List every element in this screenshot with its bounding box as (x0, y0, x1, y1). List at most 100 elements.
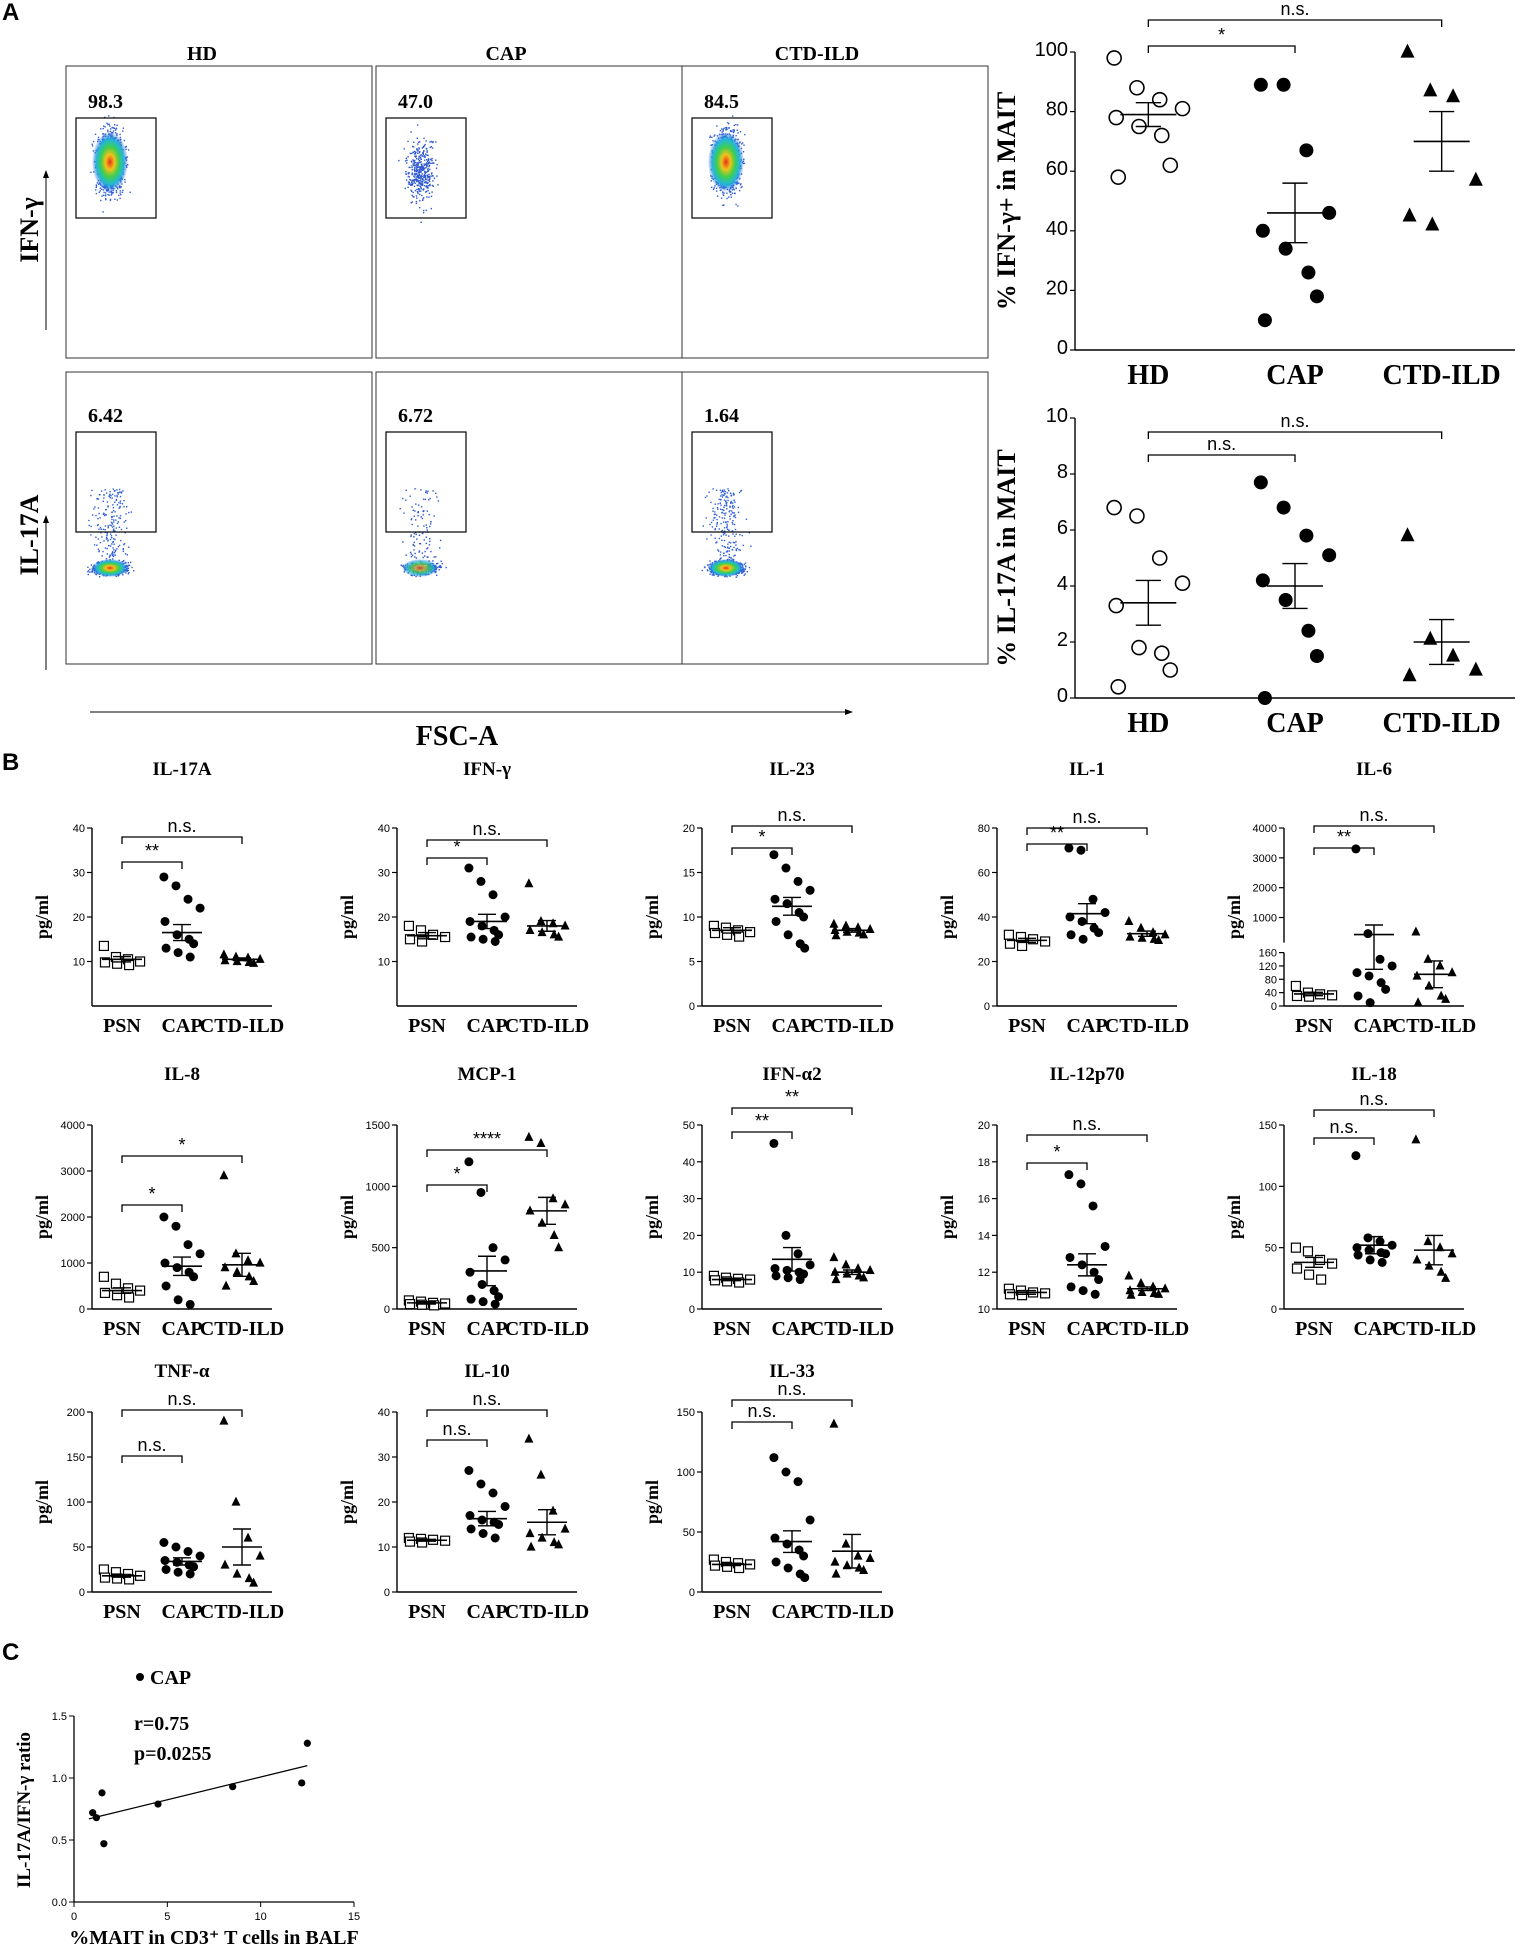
y-tick-label: 80 (1265, 974, 1277, 986)
flow-event (437, 562, 439, 565)
data-point (771, 916, 781, 926)
flow-event (112, 555, 115, 558)
flow-event (728, 511, 730, 513)
flow-event (711, 186, 713, 189)
flow-event (725, 554, 727, 557)
flow-event (113, 530, 115, 532)
flow-event (121, 503, 124, 505)
flow-event (100, 188, 103, 190)
flow-event (710, 501, 712, 504)
data-point (1376, 978, 1386, 988)
flow-event (417, 175, 419, 177)
flow-event (716, 125, 718, 127)
flow-event (116, 548, 118, 550)
data-point (1110, 169, 1127, 185)
flow-event (739, 534, 741, 536)
flow-event (96, 524, 99, 527)
data-point (195, 903, 205, 913)
flow-event (416, 180, 418, 182)
data-point (1253, 475, 1268, 490)
flow-event (103, 116, 106, 118)
significance-bracket (121, 836, 243, 844)
flow-event (432, 175, 434, 177)
data-point (464, 1157, 474, 1167)
data-point (1290, 980, 1302, 992)
flow-event (411, 506, 413, 508)
flow-event (732, 533, 734, 535)
flow-event (714, 513, 716, 515)
flow-event (730, 194, 732, 196)
flow-event (428, 179, 430, 181)
flow-event (418, 171, 420, 174)
flow-event (425, 171, 428, 173)
flow-event (721, 539, 723, 541)
flow-event (724, 514, 726, 516)
flow-event (97, 498, 100, 500)
flow-event (735, 203, 737, 206)
flow-density-core (402, 559, 438, 577)
y-tick-label: 40 (1265, 988, 1277, 1000)
data-point (1301, 623, 1316, 638)
flow-event (414, 182, 416, 184)
y-axis-label: pg/ml (32, 895, 52, 939)
flow-event (411, 523, 413, 526)
flow-event (99, 541, 102, 544)
x-category-label: CAP (161, 1015, 202, 1037)
data-point (1129, 508, 1145, 524)
flow-event (108, 545, 110, 547)
flow-event (415, 195, 418, 197)
data-point (249, 1276, 259, 1285)
flow-event (734, 514, 736, 516)
flow-event (91, 570, 94, 572)
flow-event (735, 541, 737, 543)
flow-event (122, 130, 124, 132)
flow-event (123, 506, 125, 508)
flow-event (111, 516, 113, 518)
flow-event (115, 527, 117, 529)
flow-event (418, 168, 420, 171)
flow-event (418, 180, 420, 182)
flow-event (725, 512, 727, 514)
flow-event (111, 551, 114, 553)
flow-event (721, 509, 724, 511)
flow-event (425, 147, 427, 150)
x-category-label: CTD-ILD (200, 1015, 284, 1037)
data-point (1125, 931, 1135, 941)
flow-event (414, 167, 416, 169)
flow-event (724, 532, 726, 535)
flow-event (111, 518, 113, 521)
flow-gate-value: 47.0 (398, 91, 433, 113)
y-tick-label: 0 (1057, 337, 1068, 359)
flow-event (108, 191, 110, 193)
chart-title: IL-8 (164, 1064, 200, 1085)
flow-event (423, 163, 425, 165)
flow-event (721, 489, 724, 491)
flow-event (423, 171, 426, 173)
data-point (1066, 930, 1076, 940)
flow-event (425, 209, 427, 212)
flow-event (428, 544, 431, 546)
flow-event (123, 521, 125, 523)
flow-event (709, 135, 712, 137)
flow-event (748, 566, 751, 569)
x-category-label: CTD-ILD (1383, 360, 1501, 391)
flow-event (117, 521, 119, 523)
flow-event (420, 221, 422, 223)
flow-event (112, 541, 114, 543)
flow-event (419, 543, 422, 545)
y-tick-label: 2000 (1253, 883, 1277, 895)
flow-event (110, 194, 112, 196)
flow-event (417, 163, 419, 165)
flow-event (105, 508, 107, 511)
flow-event (122, 559, 125, 562)
data-point (1387, 961, 1397, 971)
flow-event (730, 196, 732, 198)
data-point (1291, 990, 1303, 1002)
flow-event (429, 183, 431, 186)
flow-event (120, 194, 122, 196)
flow-event (732, 504, 734, 507)
flow-event (714, 537, 716, 539)
flow-event (124, 178, 126, 181)
data-point (1326, 990, 1338, 1001)
